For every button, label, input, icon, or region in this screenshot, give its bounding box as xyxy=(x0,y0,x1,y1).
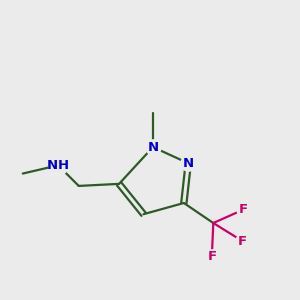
Text: N: N xyxy=(147,141,158,154)
Text: F: F xyxy=(207,250,216,263)
Text: F: F xyxy=(239,203,248,216)
Text: H: H xyxy=(58,159,69,172)
Text: N: N xyxy=(183,157,194,170)
Text: F: F xyxy=(238,235,247,248)
Text: N: N xyxy=(47,159,58,172)
